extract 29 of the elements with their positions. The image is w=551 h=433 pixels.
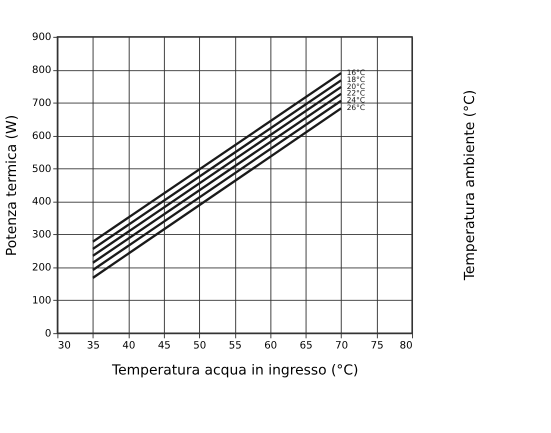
x-tick-label: 75: [370, 340, 384, 352]
x-tick-label: 40: [122, 340, 136, 352]
y-tick-label: 800: [32, 65, 52, 76]
series-label: 24°C: [346, 96, 365, 105]
y-tick-label: 700: [32, 98, 52, 109]
y-tick-label: 400: [32, 196, 52, 208]
y-tick-label: 100: [32, 296, 52, 307]
y-tick-label: 600: [32, 130, 52, 142]
y2-axis-title: Temperatura ambiente (°C): [462, 90, 478, 282]
x-tick-label: 50: [193, 340, 206, 352]
x-tick-label: 70: [335, 340, 348, 352]
y-tick-label: 900: [32, 32, 52, 44]
series-label: 26°C: [346, 103, 365, 112]
series-label: 22°C: [346, 88, 365, 98]
y-tick-label: 0: [44, 328, 52, 340]
y-axis-title: Potenza termica (W): [4, 114, 20, 256]
x-tick-label: 80: [400, 340, 413, 352]
x-tick-label: 65: [300, 340, 313, 352]
x-tick-label: 30: [58, 340, 71, 352]
x-tick-label: 55: [228, 340, 242, 352]
x-tick-label: 45: [158, 340, 171, 352]
x-tick-label: 35: [86, 340, 100, 352]
x-tick-label: 60: [264, 340, 278, 352]
y-tick-label: 300: [32, 230, 52, 241]
series-label: 18°C: [346, 75, 365, 84]
x-axis-title: Temperatura acqua in ingresso (°C): [110, 362, 358, 378]
y-tick-label: 500: [32, 164, 52, 175]
y-tick-label: 200: [32, 262, 52, 274]
series-label: 20°C: [346, 82, 365, 91]
